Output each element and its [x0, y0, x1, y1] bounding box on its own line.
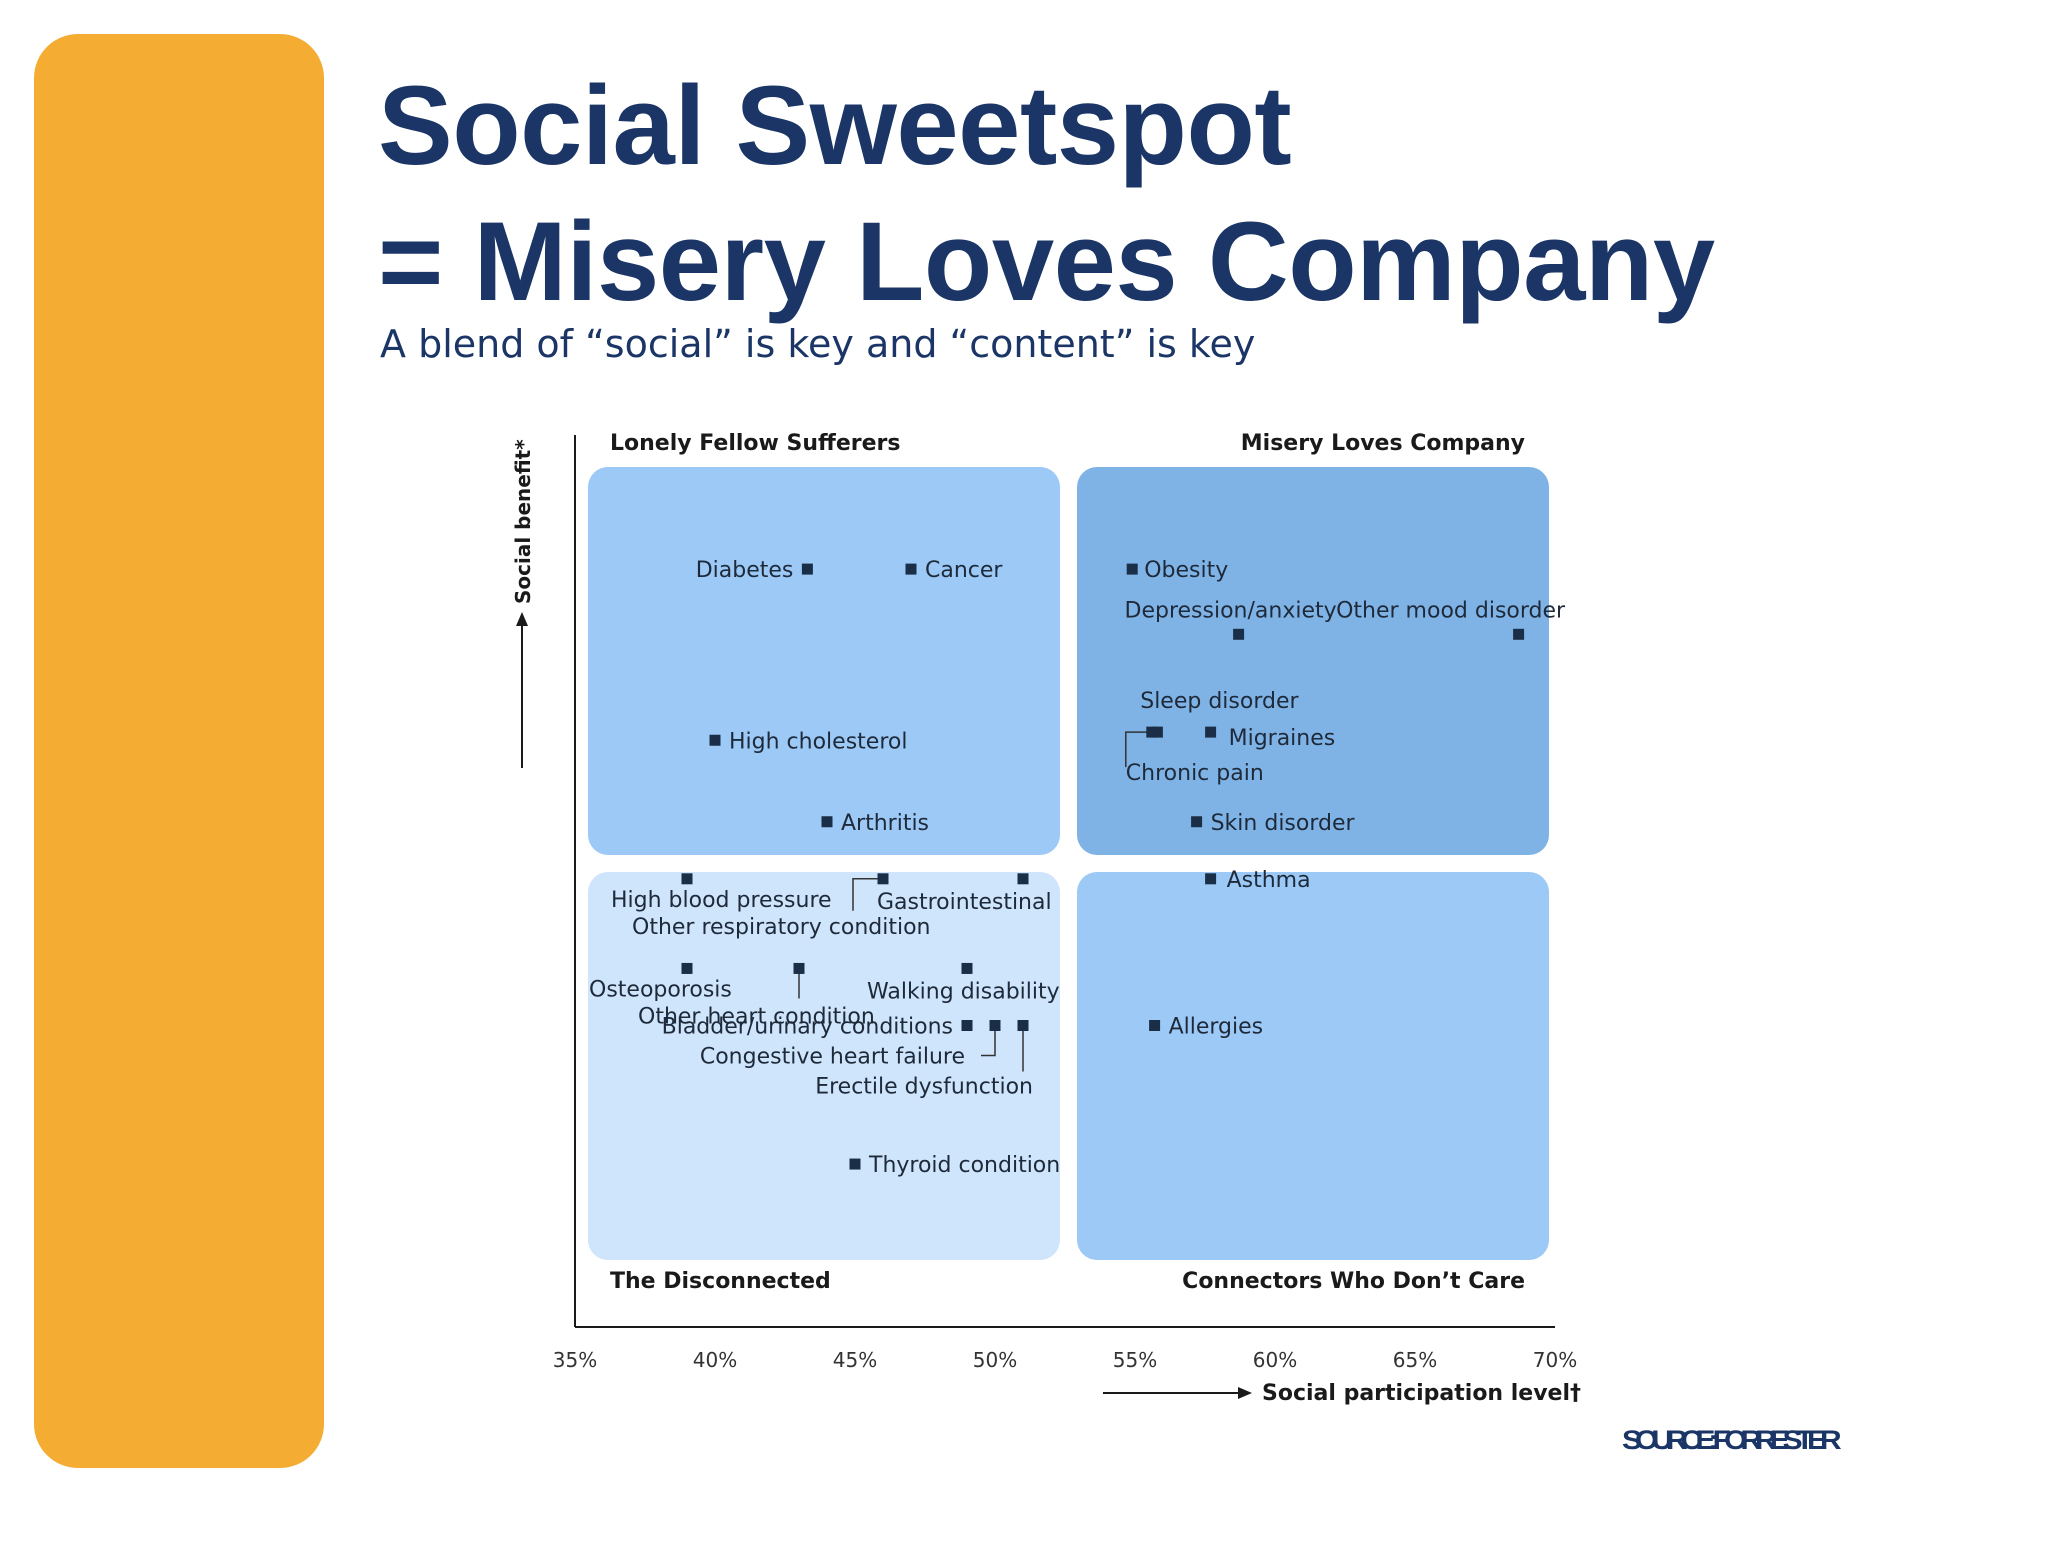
quadrant-label-bottom-left: The Disconnected [610, 1269, 831, 1294]
point-marker-osteoporosis [681, 962, 693, 974]
point-marker-chronic-pain [1146, 726, 1158, 738]
point-marker-skin-disorder [1191, 816, 1203, 828]
point-marker-high-blood-pressure [681, 873, 693, 885]
y-axis-arrowhead [516, 612, 528, 626]
point-label-skin-disorder: Skin disorder [1211, 811, 1356, 836]
point-label-thyroid-condition: Thyroid condition [868, 1153, 1060, 1178]
quadrant-panel-top-left [588, 467, 1060, 855]
point-marker-other-mood-disorder [1513, 628, 1525, 640]
point-marker-depression-anxiety [1233, 628, 1245, 640]
x-tick-label: 45% [833, 1348, 877, 1372]
y-axis-title: Social benefit* [511, 439, 535, 604]
point-label-walking-disability: Walking disability [867, 979, 1060, 1004]
slide-title: Social Sweetspot = Misery Loves Company [378, 58, 1715, 330]
x-axis-title-group: Social participation level† [1103, 1381, 1581, 1406]
point-marker-asthma [1205, 873, 1217, 885]
point-marker-bladder-urinary-conditions [961, 1020, 973, 1031]
point-label-arthritis: Arthritis [841, 811, 929, 836]
x-axis-arrowhead [1238, 1387, 1252, 1399]
point-label-sleep-disorder: Sleep disorder [1140, 689, 1299, 714]
point-label-osteoporosis: Osteoporosis [589, 977, 732, 1002]
point-label-migraines: Migraines [1229, 726, 1336, 751]
point-label-high-blood-pressure: High blood pressure [611, 888, 832, 913]
x-axis-title: Social participation level† [1262, 1381, 1581, 1406]
point-label-gastrointestinal: Gastrointestinal [877, 890, 1052, 915]
point-label-asthma: Asthma [1227, 868, 1311, 893]
leader-line-chronic-pain [1125, 731, 1152, 768]
point-marker-walking-disability [961, 962, 973, 974]
quadrant-panel-bottom-right [1077, 872, 1549, 1260]
x-tick-label: 40% [693, 1348, 737, 1372]
slide-title-line-2: = Misery Loves Company [378, 199, 1715, 324]
point-label-other-respiratory-condition: Other respiratory condition [632, 915, 930, 940]
point-marker-other-heart-condition [793, 962, 805, 974]
x-tick-label: 55% [1113, 1348, 1157, 1372]
point-label-bladder-urinary-conditions: Bladder/urinary conditions [662, 1015, 953, 1040]
accent-bar [34, 34, 324, 1468]
x-tick-label: 60% [1253, 1348, 1297, 1372]
point-label-cancer: Cancer [925, 558, 1003, 583]
slide-subtitle: A blend of “social” is key and “content”… [380, 322, 1256, 366]
x-tick-label: 65% [1393, 1348, 1437, 1372]
point-label-depression-anxiety: Depression/anxiety [1125, 598, 1337, 623]
point-label-diabetes: Diabetes [696, 558, 794, 583]
point-marker-cancer [905, 563, 917, 575]
quadrant-panel-bottom-left [588, 872, 1060, 1260]
point-marker-high-cholesterol [709, 734, 721, 746]
leader-line-congestive-heart-failure [981, 1025, 996, 1057]
data-points: Diabetes Cancer High cholesterol Arthritis O… [589, 558, 1566, 1178]
point-marker-arthritis [821, 816, 833, 828]
point-label-chronic-pain: Chronic pain [1126, 761, 1264, 786]
quadrant-panel-top-right [1077, 467, 1549, 855]
point-label-erectile-dysfunction: Erectile dysfunction [815, 1075, 1033, 1100]
x-tick-label: 50% [973, 1348, 1017, 1372]
y-axis-title-group: Social benefit* [511, 439, 535, 768]
leader-line-gastrointestinal [852, 878, 883, 911]
point-marker-thyroid-condition [849, 1158, 861, 1170]
point-label-allergies: Allergies [1169, 1015, 1264, 1040]
point-marker-congestive-heart-failure [989, 1020, 1001, 1031]
quadrant-label-bottom-right: Connectors Who Don’t Care [1182, 1269, 1525, 1294]
x-axis-ticks: 35% 40% 45% 50% 55% 60% 65% 70% [553, 1348, 1577, 1372]
point-marker-other-respiratory-condition [1017, 873, 1029, 885]
point-label-other-mood-disorder: Other mood disorder [1336, 598, 1566, 623]
point-marker-gastrointestinal [877, 873, 889, 885]
point-label-high-cholesterol: High cholesterol [729, 729, 907, 754]
source-logo: SOURCE: FORRESTER [1622, 1425, 1842, 1456]
point-marker-erectile-dysfunction [1017, 1020, 1029, 1031]
point-label-other-heart-condition: Other heart condition [638, 1004, 875, 1029]
point-marker-sleep-disorder [1151, 726, 1163, 738]
x-tick-label: 70% [1533, 1348, 1577, 1372]
point-marker-diabetes [801, 563, 813, 575]
quadrant-label-top-left: Lonely Fellow Sufferers [610, 431, 900, 456]
leader-lines [798, 731, 1152, 1072]
slide-title-line-1: Social Sweetspot [378, 63, 1292, 188]
point-marker-migraines [1205, 726, 1217, 738]
quadrant-label-top-right: Misery Loves Company [1241, 431, 1525, 456]
point-marker-allergies [1149, 1020, 1161, 1031]
x-tick-label: 35% [553, 1348, 597, 1372]
point-marker-obesity [1126, 563, 1138, 575]
point-label-congestive-heart-failure: Congestive heart failure [700, 1045, 965, 1070]
point-label-obesity: Obesity [1144, 558, 1228, 583]
